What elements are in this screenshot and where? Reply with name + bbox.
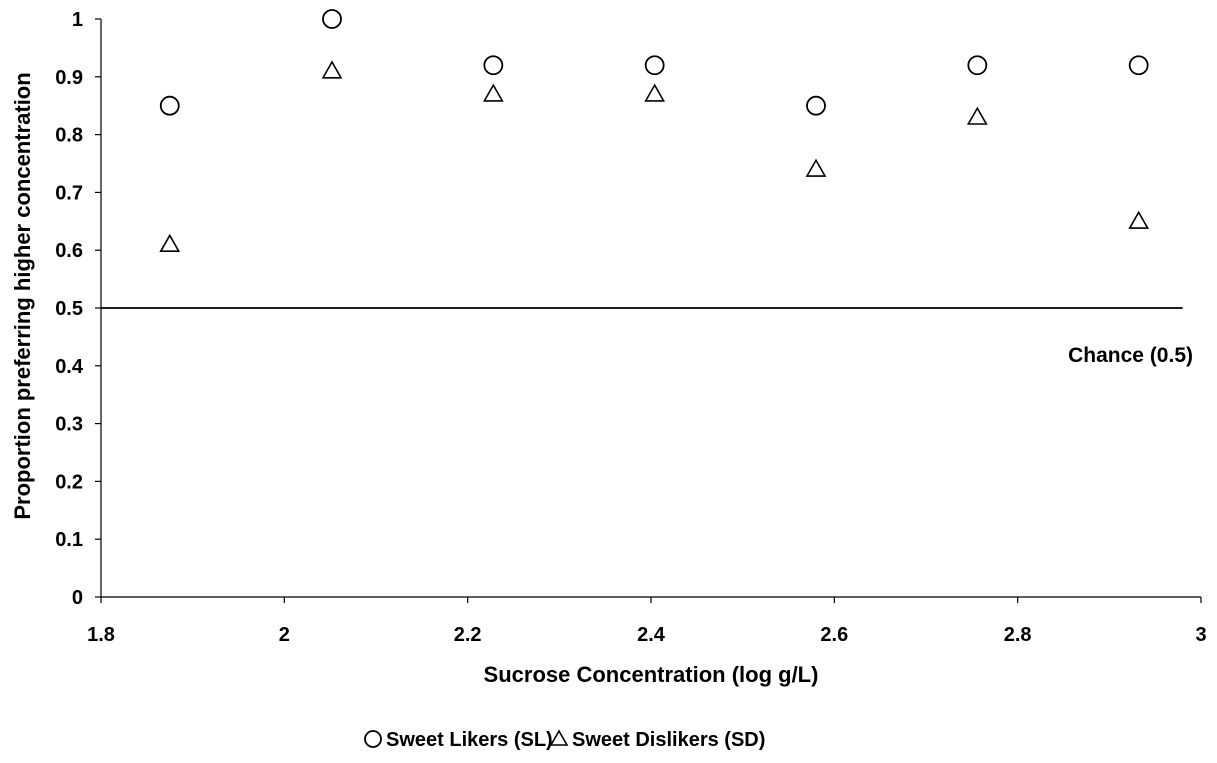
y-tick-label: 0.2: [55, 471, 83, 493]
sweet-liker-point: [806, 95, 826, 116]
x-tick-label: 1.8: [87, 624, 115, 646]
legend-label: Sweet Dislikers (SD): [572, 729, 765, 751]
sweet-liker-point: [1128, 55, 1149, 76]
sweet-liker-point: [644, 55, 665, 76]
y-tick-label: 0: [72, 587, 83, 609]
sweet-disliker-point: [159, 233, 181, 252]
sweet-liker-point: [967, 55, 988, 76]
y-tick-label: 0.4: [55, 356, 84, 378]
y-axis-title: Proportion preferring higher concentrati…: [10, 72, 35, 519]
sweet-liker-point: [483, 55, 504, 76]
sweet-disliker-point: [482, 83, 504, 102]
x-tick-label: 2.6: [820, 624, 848, 646]
sweet-liker-point: [159, 95, 180, 116]
sweet-disliker-point: [1128, 210, 1150, 229]
legend-label: Sweet Likers (SL): [386, 729, 553, 751]
sweet-disliker-point: [966, 106, 988, 125]
y-tick-label: 0.6: [55, 240, 83, 262]
legend-circle-icon: [364, 730, 382, 748]
x-tick-label: 3: [1195, 624, 1206, 646]
y-tick-label: 0.1: [55, 529, 83, 551]
y-tick-label: 0.7: [55, 182, 83, 204]
y-tick-label: 0.3: [55, 414, 83, 436]
y-tick-label: 0.9: [55, 67, 83, 89]
x-axis-title: Sucrose Concentration (log g/L): [484, 662, 819, 687]
data-marks: [159, 9, 1150, 252]
sweet-disliker-point: [644, 83, 666, 102]
x-tick-label: 2.2: [454, 624, 482, 646]
sweet-disliker-point: [805, 158, 827, 177]
y-tick-label: 1: [72, 9, 83, 31]
x-tick-label: 2.4: [637, 624, 666, 646]
axes: 0 0.1 0.2 0.3 0.4 0.5 0.6 0.7 0.8 0.9 1 1.8 2 2.2 2.4 2…: [55, 9, 1206, 646]
sweet-disliker-point: [321, 60, 343, 79]
sweet-liker-point: [322, 9, 342, 29]
legend-triangle-icon: [549, 729, 569, 746]
y-tick-label: 0.5: [55, 298, 83, 320]
y-tick-label: 0.8: [55, 125, 83, 147]
x-tick-label: 2.8: [1004, 624, 1032, 646]
chance-annotation: Chance (0.5): [1068, 344, 1193, 367]
x-tick-label: 2: [279, 624, 290, 646]
legend: Sweet Likers (SL) Sweet Dislikers (SD): [364, 729, 765, 751]
